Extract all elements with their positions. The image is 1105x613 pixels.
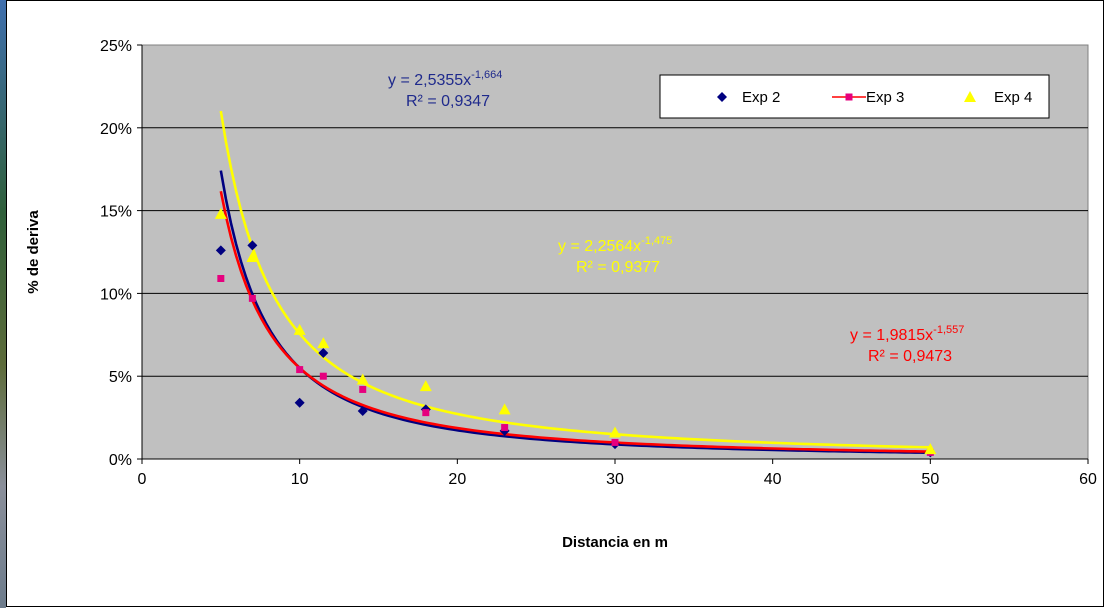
point-exp-2 <box>318 348 329 359</box>
legend-marker-exp-2 <box>717 92 727 102</box>
point-exp-4 <box>214 207 227 219</box>
point-exp-3 <box>611 438 619 446</box>
y-axis-title: % de deriva <box>25 210 42 294</box>
point-exp-3 <box>422 409 430 417</box>
trendline-exp-3 <box>219 190 931 453</box>
point-exp-4 <box>293 323 306 335</box>
legend-item-exp-3: Exp 3 <box>832 89 904 106</box>
point-exp-3 <box>501 424 509 432</box>
r2-exp-2: R² = 0,9347 <box>406 93 490 110</box>
x-tick-label: 0 <box>138 471 147 488</box>
legend-label-exp-2: Exp 2 <box>742 89 780 106</box>
equation-label-exp-3: y = 1,9815x-1,557 R² = 0,9473 <box>850 324 964 365</box>
point-exp-2 <box>247 240 258 251</box>
x-tick-label: 30 <box>606 471 624 488</box>
y-tick-label: 25% <box>100 38 132 55</box>
equation-exp-4: y = 2,2564x-1,475 <box>558 235 672 255</box>
x-tick-label: 50 <box>921 471 939 488</box>
y-tick-label: 20% <box>100 121 132 138</box>
point-exp-4 <box>609 426 621 438</box>
equation-label-exp-4: y = 2,2564x-1,475 R² = 0,9377 <box>558 235 672 276</box>
axes: 0% 5% 10% 15% 20% 25% 0 10 20 30 40 50 60 <box>100 38 1097 488</box>
equation-exp-2: y = 2,5355x-1,664 <box>388 69 502 89</box>
y-tick-label: 10% <box>100 286 132 303</box>
point-exp-4 <box>356 373 369 385</box>
point-exp-3 <box>319 372 327 380</box>
data-points <box>214 207 937 458</box>
legend-label-exp-3: Exp 3 <box>866 89 904 106</box>
point-exp-3 <box>248 294 256 302</box>
y-tick-label: 15% <box>100 204 132 221</box>
point-exp-4 <box>317 337 330 349</box>
x-axis-title: Distancia en m <box>562 534 668 551</box>
trendlines <box>219 110 931 455</box>
point-exp-4 <box>419 380 432 392</box>
x-tick-label: 10 <box>291 471 309 488</box>
x-tick-label: 40 <box>764 471 782 488</box>
y-tick-label: 5% <box>109 369 132 386</box>
point-exp-3 <box>217 274 225 282</box>
x-tick-label: 20 <box>448 471 466 488</box>
point-exp-2 <box>215 245 226 256</box>
y-tick-label: 0% <box>109 452 132 469</box>
equation-label-exp-2: y = 2,5355x-1,664 R² = 0,9347 <box>388 69 502 110</box>
point-exp-3 <box>359 385 367 393</box>
trendline-exp-4 <box>219 110 931 449</box>
r2-exp-4: R² = 0,9377 <box>576 259 660 276</box>
point-exp-3 <box>296 366 304 374</box>
point-exp-4 <box>246 250 259 262</box>
legend-item-exp-4: Exp 4 <box>964 89 1032 106</box>
equation-exp-3: y = 1,9815x-1,557 <box>850 324 964 344</box>
point-exp-4 <box>498 403 511 415</box>
x-tick-label: 60 <box>1079 471 1097 488</box>
trendline-exp-2 <box>219 170 931 455</box>
r2-exp-3: R² = 0,9473 <box>868 348 952 365</box>
legend-marker-exp-3 <box>845 93 853 101</box>
legend-item-exp-2: Exp 2 <box>717 89 780 106</box>
legend: Exp 2 Exp 3 Exp 4 <box>659 74 1050 119</box>
legend-label-exp-4: Exp 4 <box>994 89 1032 106</box>
background-photo-strip <box>0 0 6 608</box>
point-exp-2 <box>294 397 305 408</box>
gridlines <box>142 127 1088 377</box>
point-exp-4 <box>924 443 937 455</box>
legend-marker-exp-4 <box>964 91 976 102</box>
point-exp-2 <box>357 405 368 416</box>
